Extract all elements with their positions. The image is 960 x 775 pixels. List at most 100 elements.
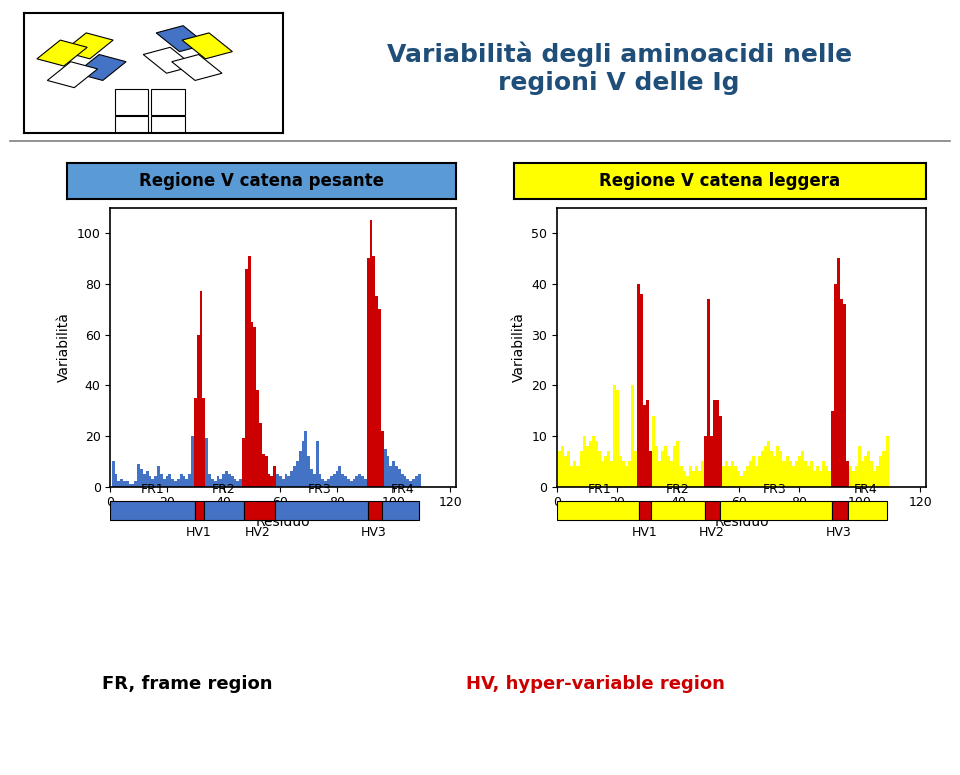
Bar [598,451,601,487]
Bar [372,256,375,487]
Text: HV1: HV1 [185,526,211,539]
Bar [382,501,420,521]
Bar [850,467,852,487]
Bar [656,446,659,487]
Bar [704,436,707,487]
Bar [319,474,322,487]
Bar [174,481,177,487]
Bar [182,33,232,59]
Bar [664,446,667,487]
Bar [160,474,163,487]
Bar [583,436,586,487]
Bar [885,436,889,487]
Text: FR4: FR4 [854,483,877,496]
Bar [166,477,168,487]
Bar [182,477,185,487]
Bar [236,481,239,487]
Bar [743,471,746,487]
Bar [616,391,619,487]
Text: FR, frame region: FR, frame region [102,675,273,694]
Bar [415,477,418,487]
Bar [384,449,387,487]
Bar [731,461,734,487]
Bar [151,89,184,115]
Bar [801,451,804,487]
Bar [375,297,378,487]
Bar [284,474,287,487]
Bar [220,479,223,487]
Text: HV3: HV3 [361,526,387,539]
Bar [129,484,132,487]
Bar [557,501,638,521]
Bar [785,456,788,487]
Bar [652,415,656,487]
Bar [667,456,670,487]
Text: FR3: FR3 [308,483,332,496]
Bar [110,501,196,521]
Bar [777,446,780,487]
Bar [341,474,344,487]
Bar [852,471,855,487]
Bar [171,479,174,487]
Bar [788,461,792,487]
Bar [683,471,685,487]
Bar [612,385,616,487]
Text: FR1: FR1 [141,483,165,496]
Bar [62,33,113,59]
Bar [339,467,341,487]
Bar [47,62,98,88]
Bar [248,256,251,487]
Bar [651,501,706,521]
Bar [226,471,228,487]
Bar [152,479,155,487]
Bar [296,461,299,487]
Bar [316,441,319,487]
Bar [146,471,149,487]
Bar [619,456,622,487]
Bar [205,439,208,487]
Bar [282,479,284,487]
Bar [265,456,268,487]
Bar [403,477,406,487]
Bar [253,327,256,487]
Bar [256,391,259,487]
Bar [344,477,347,487]
Bar [287,477,290,487]
Bar [831,411,834,487]
Bar [573,461,577,487]
Bar [774,456,777,487]
Bar [137,463,140,487]
Bar [832,501,848,521]
Bar [607,451,610,487]
Bar [594,441,598,487]
Bar [217,477,220,487]
Bar [591,436,594,487]
Bar [143,47,194,74]
Bar [203,398,205,487]
Bar [562,446,564,487]
Text: Regione V catena pesante: Regione V catena pesante [139,172,384,191]
Bar [233,479,236,487]
Bar [828,471,831,487]
Bar [367,259,370,487]
Text: FR2: FR2 [212,483,235,496]
Bar [279,477,282,487]
Bar [200,291,203,487]
Bar [191,436,194,487]
Bar [758,456,761,487]
Bar [134,481,137,487]
Bar [304,431,307,487]
Bar [871,461,874,487]
Bar [347,479,349,487]
Bar [728,467,731,487]
Bar [115,89,149,115]
Bar [798,456,801,487]
Bar [361,477,364,487]
Bar [208,474,211,487]
Bar [825,467,828,487]
Bar [740,477,743,487]
Bar [211,479,214,487]
Bar [822,461,825,487]
Bar [882,451,885,487]
Bar [792,467,795,487]
